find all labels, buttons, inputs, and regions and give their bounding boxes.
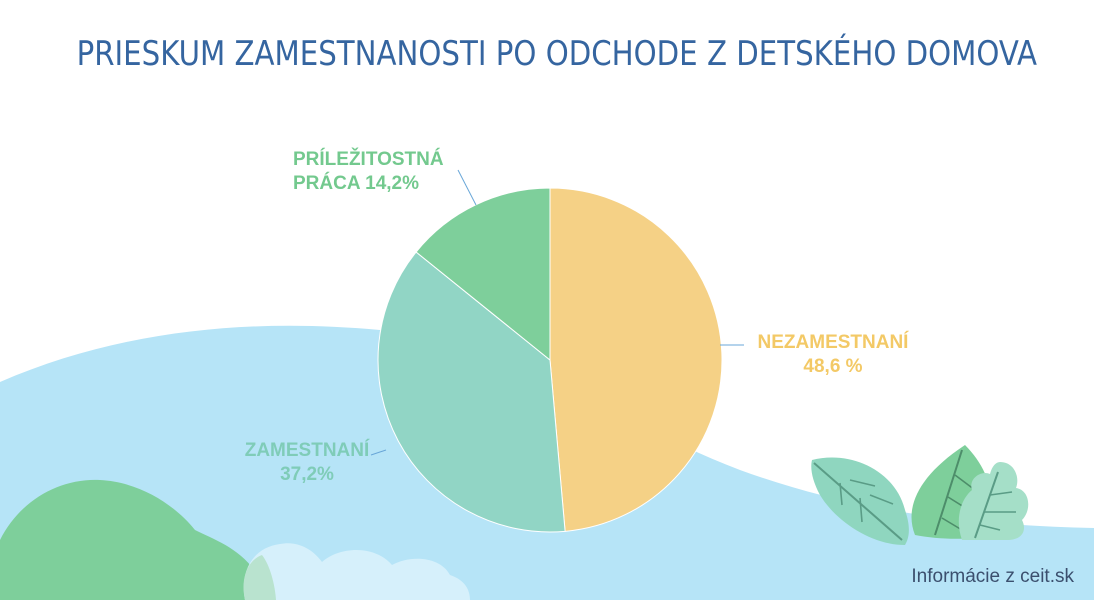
data-label-occasional-line2: PRÁCA 14,2% bbox=[293, 173, 420, 194]
data-label-employed-line1: ZAMESTNANÍ bbox=[244, 440, 370, 461]
data-label-unemployed-line2: 48,6 % bbox=[803, 356, 863, 377]
leaf-icon bbox=[958, 462, 1029, 540]
source-credit: Informácie z ceit.sk bbox=[911, 566, 1074, 587]
data-label-employed: ZAMESTNANÍ 37,2% bbox=[232, 439, 382, 487]
leaf-icon bbox=[811, 457, 909, 545]
leader-line-occasional bbox=[457, 169, 477, 206]
data-label-employed-line2: 37,2% bbox=[280, 464, 334, 485]
chart-title: PRIESKUM ZAMESTNANOSTI PO ODCHODE Z DETS… bbox=[76, 34, 1038, 74]
bush-shape bbox=[0, 479, 262, 600]
data-label-unemployed-line1: NEZAMESTNANÍ bbox=[757, 332, 909, 353]
data-label-occasional-line1: PRÍLEŽITOSTNÁ bbox=[293, 149, 444, 170]
pie-slice-employed bbox=[377, 251, 566, 533]
data-label-occasional: PRÍLEŽITOSTNÁ PRÁCA 14,2% bbox=[293, 148, 444, 196]
pie-slice-unemployed bbox=[549, 187, 723, 532]
leader-line-employed bbox=[370, 449, 387, 456]
cloud-shape bbox=[243, 543, 470, 600]
data-label-unemployed: NEZAMESTNANÍ 48,6 % bbox=[748, 331, 918, 379]
cloud-overlap bbox=[243, 555, 276, 600]
